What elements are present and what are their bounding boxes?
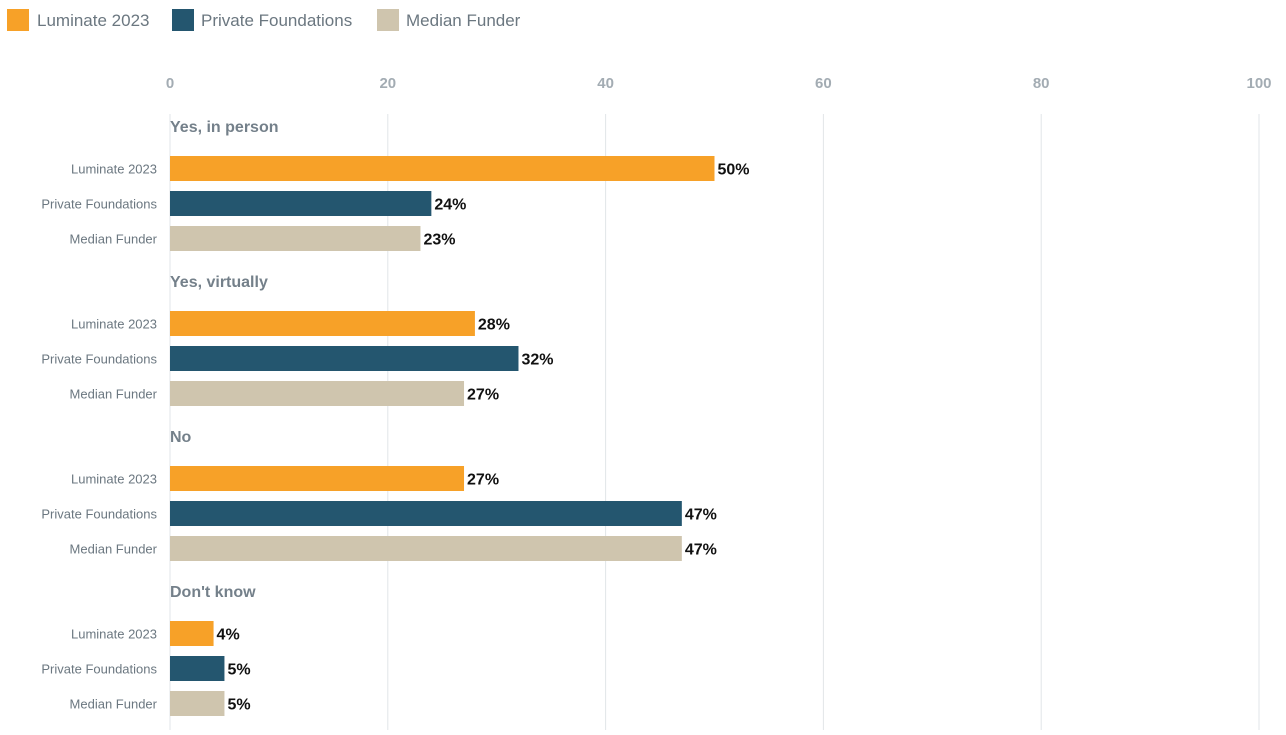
row-label: Luminate 2023 [71,627,157,642]
legend-swatch-private-foundations [172,9,194,31]
value-label-yes-in-person-luminate-2023: 50% [718,162,750,179]
row-label: Private Foundations [41,662,157,677]
group-label-yes-in-person: Yes, in person [170,119,278,136]
legend-label-median-funder: Median Funder [406,11,521,30]
x-tick-label-100: 100 [1246,75,1271,92]
group-label-yes-virtually: Yes, virtually [170,274,268,291]
row-label: Private Foundations [41,197,157,212]
row-label: Luminate 2023 [71,317,157,332]
legend-swatch-luminate-2023 [7,9,29,31]
bar-don-t-know-median-funder [170,691,225,716]
x-tick-label-60: 60 [815,75,832,92]
x-tick-label-0: 0 [166,75,174,92]
row-label: Median Funder [70,542,158,557]
value-label-don-t-know-luminate-2023: 4% [217,627,240,644]
value-label-no-private-foundations: 47% [685,507,717,524]
row-label: Luminate 2023 [71,162,157,177]
bar-no-median-funder [170,536,682,561]
value-label-don-t-know-median-funder: 5% [227,697,250,714]
row-label: Median Funder [70,387,158,402]
legend-swatch-median-funder [377,9,399,31]
bar-no-private-foundations [170,501,682,526]
x-tick-label-80: 80 [1033,75,1050,92]
bar-yes-in-person-private-foundations [170,191,432,216]
x-axis-ticks: 0 20 40 60 80 100 [166,75,1272,92]
x-tick-label-40: 40 [597,75,614,92]
legend-label-private-foundations: Private Foundations [201,11,352,30]
row-label: Luminate 2023 [71,472,157,487]
bar-yes-virtually-median-funder [170,381,465,406]
value-label-don-t-know-private-foundations: 5% [227,662,250,679]
bar-no-luminate-2023 [170,466,465,491]
bar-yes-in-person-luminate-2023 [170,156,715,181]
row-label: Median Funder [70,232,158,247]
group-label-no: No [170,429,192,446]
value-label-yes-virtually-median-funder: 27% [467,387,499,404]
bar-yes-virtually-private-foundations [170,346,519,371]
value-label-yes-in-person-private-foundations: 24% [434,197,466,214]
value-label-yes-virtually-private-foundations: 32% [521,352,553,369]
value-label-no-luminate-2023: 27% [467,472,499,489]
bar-don-t-know-private-foundations [170,656,225,681]
bars: Yes, in person Luminate 2023 50% Private Fo… [41,119,750,716]
value-label-yes-in-person-median-funder: 23% [423,232,455,249]
bar-yes-virtually-luminate-2023 [170,311,475,336]
value-label-no-median-funder: 47% [685,542,717,559]
row-label: Private Foundations [41,507,157,522]
value-label-yes-virtually-luminate-2023: 28% [478,317,510,334]
bar-yes-in-person-median-funder [170,226,421,251]
row-label: Median Funder [70,697,158,712]
row-label: Private Foundations [41,352,157,367]
bar-don-t-know-luminate-2023 [170,621,214,646]
x-tick-label-20: 20 [379,75,396,92]
group-label-don-t-know: Don't know [170,584,256,601]
legend-label-luminate-2023: Luminate 2023 [37,11,149,30]
legend: Luminate 2023 Private Foundations Median F… [7,9,521,31]
